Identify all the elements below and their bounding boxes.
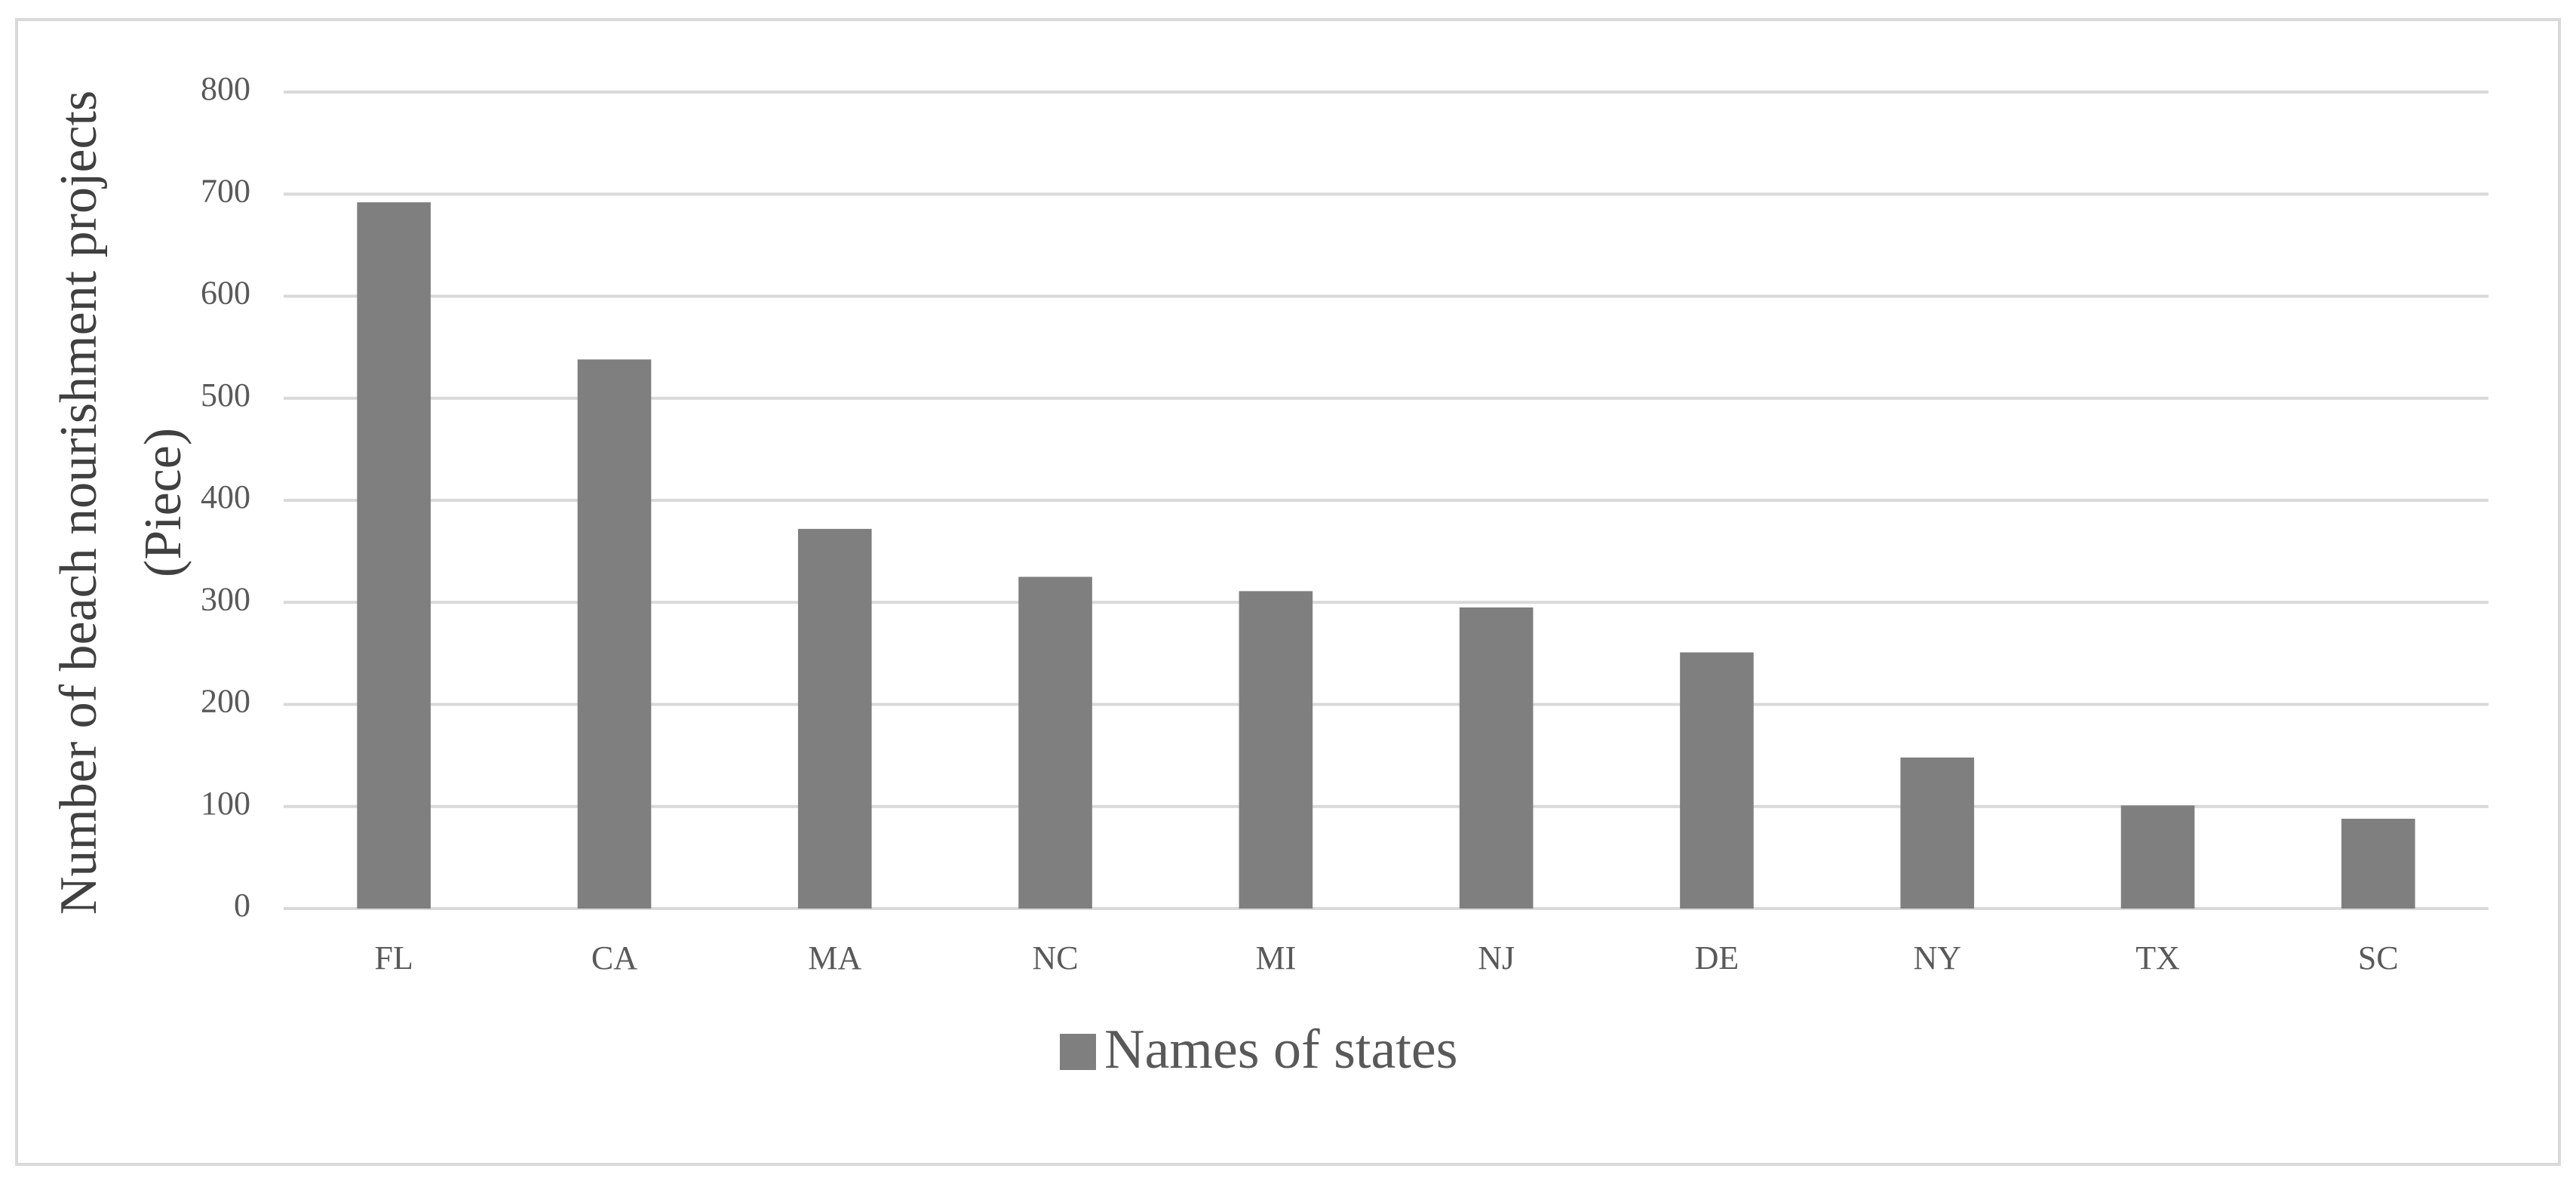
bar — [2120, 805, 2195, 909]
x-tick-label: TX — [2135, 939, 2180, 976]
y-tick-label: 0 — [234, 887, 250, 924]
bar — [1239, 591, 1313, 909]
bar — [357, 202, 431, 909]
y-tick-label: 300 — [201, 580, 250, 617]
y-tick-label: 700 — [201, 172, 250, 209]
y-axis-label: Number of beach nourishment projects (Pi… — [50, 90, 192, 915]
x-tick-label: NC — [1032, 939, 1078, 976]
y-tick-label: 400 — [201, 478, 250, 515]
x-tick-label: SC — [2358, 939, 2399, 976]
x-tick-label: DE — [1695, 939, 1739, 976]
y-tick-label: 500 — [201, 377, 250, 414]
legend-swatch — [1060, 1034, 1096, 1070]
x-tick-label: FL — [374, 939, 413, 976]
bar — [1018, 577, 1092, 909]
x-tick-label: MA — [808, 939, 861, 976]
y-tick-label: 200 — [201, 683, 250, 720]
bar — [1680, 652, 1754, 909]
x-tick-label: NJ — [1478, 939, 1515, 976]
x-tick-label: MI — [1255, 939, 1296, 976]
legend-label: Names of states — [1104, 1019, 1458, 1081]
bar — [1459, 607, 1534, 909]
bar — [1900, 757, 1975, 909]
y-tick-label: 100 — [201, 785, 250, 822]
bar — [577, 359, 652, 909]
y-tick-label: 600 — [201, 275, 250, 312]
bar — [797, 528, 872, 909]
x-tick-label: CA — [591, 939, 637, 976]
bar — [2341, 818, 2415, 909]
y-tick-label: 800 — [201, 70, 250, 107]
x-tick-label: NY — [1913, 939, 1961, 976]
